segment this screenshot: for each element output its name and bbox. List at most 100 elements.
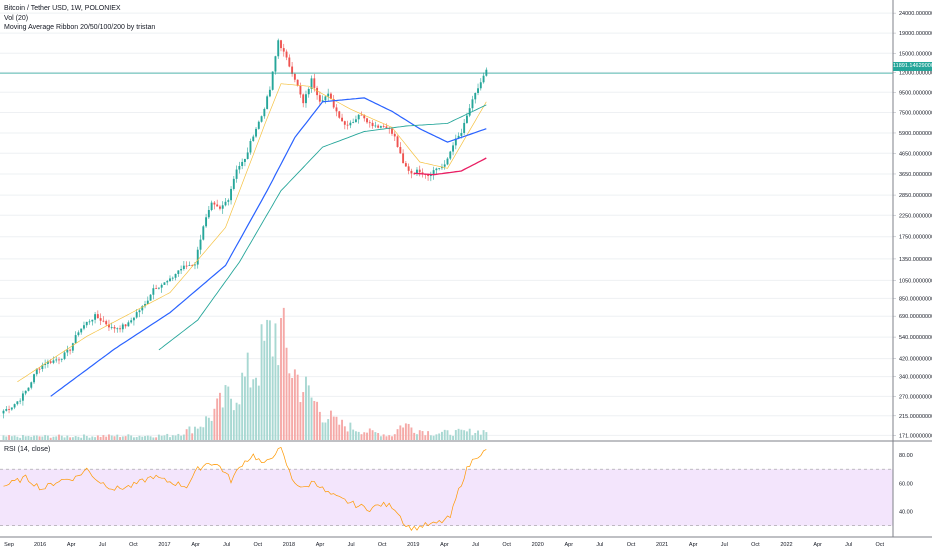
volume-bar	[288, 373, 291, 440]
time-tick-label: Oct	[876, 542, 885, 548]
volume-bar	[243, 376, 246, 440]
price-tick-label: 540.00000000	[899, 335, 932, 341]
candle	[127, 322, 130, 327]
price-tick-label: 5900.00000000	[899, 131, 932, 137]
candle	[116, 328, 119, 330]
time-tick-label: Jul	[348, 542, 355, 548]
candle	[77, 332, 80, 336]
candle	[343, 121, 346, 125]
candle	[316, 87, 319, 96]
candle	[74, 335, 77, 344]
volume-bar	[177, 433, 180, 440]
time-tick-label: Jul	[596, 542, 603, 548]
candle	[10, 407, 13, 410]
volume-bar	[463, 430, 466, 440]
volume-bar	[266, 319, 269, 440]
candle	[138, 310, 141, 313]
volume-bar	[235, 402, 238, 440]
candle	[368, 122, 371, 124]
volume-bar	[108, 434, 110, 440]
candle	[227, 200, 230, 202]
price-tick-label: 340.00000000	[899, 375, 932, 381]
candle	[230, 188, 232, 201]
volume-bar	[77, 436, 80, 440]
time-tick-label: 2022	[780, 542, 792, 548]
volume-bar	[366, 432, 368, 440]
volume-bar	[396, 429, 399, 440]
time-tick-label: Jul	[472, 542, 479, 548]
candle	[207, 209, 210, 218]
volume-bar	[127, 434, 130, 440]
volume-bar	[213, 408, 216, 440]
candle	[58, 359, 60, 361]
candle	[435, 168, 438, 171]
candle	[144, 304, 146, 307]
price-tick-label: 2850.00000000	[899, 193, 932, 199]
time-tick-label: Sep	[4, 542, 14, 548]
volume-bar	[371, 430, 374, 440]
volume-bar	[482, 430, 485, 440]
volume-bar	[465, 431, 468, 440]
candle	[354, 119, 357, 123]
candle	[282, 48, 285, 52]
candle	[113, 326, 116, 329]
volume-bar	[382, 434, 385, 440]
last-price-label: 11891.14629000	[893, 62, 932, 71]
candle	[171, 277, 174, 279]
volume-bar	[446, 430, 449, 440]
ma50-line	[50, 97, 487, 397]
volume-bar	[135, 437, 138, 440]
volume-bar	[191, 433, 194, 440]
candle	[241, 161, 244, 166]
volume-bar	[171, 435, 174, 440]
candle	[180, 269, 183, 271]
candle	[263, 108, 266, 117]
volume-bar	[429, 435, 432, 440]
symbol-title[interactable]: Bitcoin / Tether USD, 1W, POLONIEX	[4, 5, 121, 12]
price-tick-label: 690.00000000	[899, 314, 932, 320]
candle	[41, 364, 44, 370]
candle	[366, 118, 368, 123]
volume-bar	[274, 323, 277, 440]
volume-bar	[452, 435, 454, 440]
candle	[135, 312, 138, 318]
candle	[160, 284, 163, 288]
candle	[196, 249, 199, 265]
candle	[169, 278, 171, 282]
time-tick-label: Oct	[751, 542, 760, 548]
candle	[374, 125, 377, 127]
candle	[255, 128, 257, 137]
candle	[452, 145, 454, 152]
candle	[85, 321, 88, 326]
volume-legend[interactable]: Vol (20)	[4, 14, 29, 22]
volume-bar	[457, 428, 460, 440]
volume-bar	[449, 434, 452, 440]
candle	[119, 328, 121, 330]
candle	[418, 169, 421, 173]
time-tick-label: 2021	[656, 542, 668, 548]
volume-bar	[379, 436, 382, 440]
volume-bar	[85, 436, 88, 440]
candle	[249, 141, 252, 153]
rsi-band	[0, 469, 893, 526]
volume-bar	[80, 437, 83, 440]
candle	[19, 400, 22, 402]
volume-bar	[427, 431, 430, 440]
candle	[318, 95, 321, 102]
volume-bar	[327, 419, 330, 440]
candle	[121, 324, 124, 330]
time-tick-label: Apr	[689, 542, 698, 548]
volume-bar	[13, 435, 16, 440]
price-tick-label: 1750.00000000	[899, 235, 932, 241]
price-tick-label: 7500.00000000	[899, 110, 932, 116]
volume-bar	[202, 427, 205, 440]
volume-bar	[280, 318, 282, 440]
rsi-line	[3, 446, 487, 531]
rsi-legend[interactable]: RSI (14, close)	[4, 446, 51, 453]
volume-bar	[241, 372, 244, 440]
ma-ribbon-legend[interactable]: Moving Average Ribbon 20/50/100/200 by t…	[4, 24, 156, 31]
volume-bar	[307, 385, 310, 440]
rsi-tick-label: 40.00	[899, 510, 913, 516]
